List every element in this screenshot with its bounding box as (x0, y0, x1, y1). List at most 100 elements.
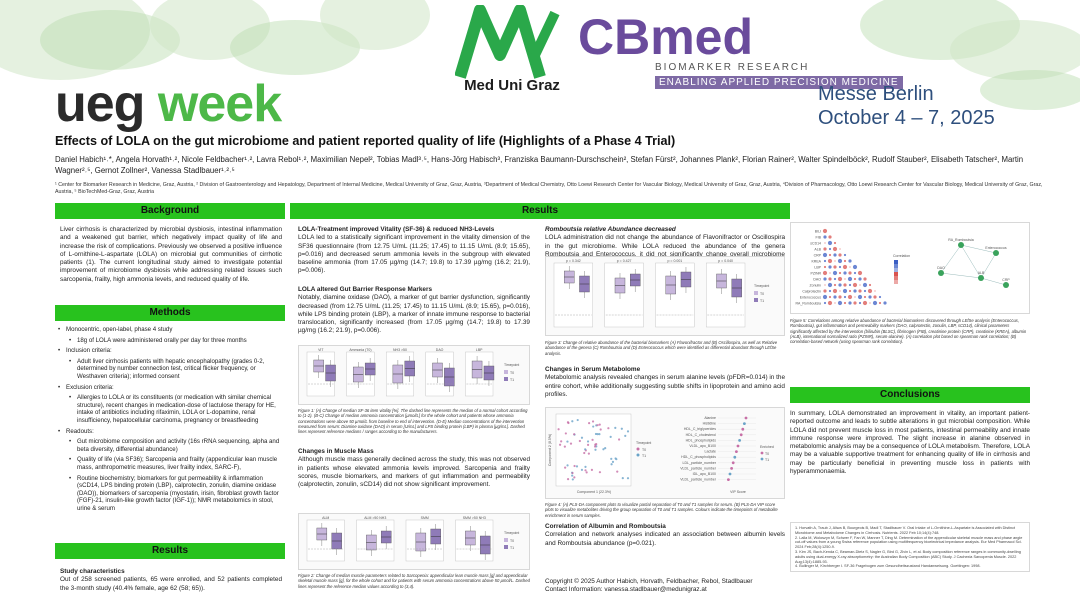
network-node-label: ALB (978, 271, 985, 275)
scatter-point (584, 448, 587, 451)
legend-swatch-t0 (636, 447, 640, 451)
scatter-point (573, 476, 576, 479)
legend-swatch-t1 (636, 453, 640, 457)
panel-label: p = 0.040 (718, 259, 733, 263)
corr-cell (827, 300, 833, 306)
legend-swatch-t1 (504, 545, 508, 549)
scatter-point (578, 439, 581, 443)
corr-cell (843, 283, 847, 287)
scatter-point (616, 470, 619, 473)
scatter-point (596, 424, 599, 427)
study-characteristics: Study characteristics Out of 258 screene… (60, 568, 282, 593)
legend-t0: T0 (510, 539, 514, 543)
corr-cell (839, 290, 841, 292)
legend-t0: T0 (510, 371, 514, 375)
corr-cell (843, 253, 847, 257)
enriched-t1: T1 (765, 458, 769, 462)
vip-label: IDL_apo_B100 (693, 472, 716, 476)
scatter-point (590, 468, 594, 471)
scatter-point (591, 438, 594, 441)
network-edge (940, 272, 982, 279)
corr-row-label: BILI (815, 230, 821, 234)
figure-2-boxplots: ALM ALM >50 NH3 SMM SMM >50 NH3 Timepoint T0 T… (306, 516, 519, 562)
corr-cell (822, 294, 828, 300)
corr-row-label: FIB (816, 236, 822, 240)
scatter-point (599, 428, 602, 431)
corr-legend-swatch (894, 260, 898, 264)
corr-cell (843, 295, 847, 299)
network-node (958, 242, 964, 248)
corr-cell (822, 270, 828, 276)
vip-point (741, 427, 745, 431)
corr-cell (862, 300, 868, 306)
corr-cell (853, 301, 857, 305)
romboutsia-heading: Romboutsia relative Abundance decreased (545, 226, 676, 233)
corr-cell (873, 295, 877, 299)
corr-cell (852, 264, 858, 270)
legend-swatch-t1 (504, 377, 508, 381)
scatter-point (596, 433, 599, 436)
scatter-point (617, 438, 621, 441)
scatter-point (566, 478, 570, 481)
corr-cell (823, 247, 827, 251)
event-dates: October 4 – 7, 2025 (818, 107, 995, 129)
figure-5-caption: Figure 5: Correlations among relative ab… (790, 318, 1027, 345)
scatter-point (580, 436, 584, 439)
corr-cell (823, 235, 827, 239)
corr-cell (824, 242, 826, 244)
corr-cell (838, 271, 842, 275)
corr-cell (832, 270, 838, 276)
methods-item: Adult liver cirrhosis patients with hepa… (57, 358, 285, 381)
corr-row-label: RA_Romboutsia (796, 302, 822, 306)
corr-legend-swatch (894, 280, 898, 284)
legend-swatch-t0 (504, 538, 508, 542)
corr-legend-swatch (894, 268, 898, 272)
figure-2: ALM ALM >50 NH3 SMM SMM >50 NH3 Timepoint T0 T… (298, 513, 530, 570)
scatter-point (573, 433, 576, 436)
conclusions-header: Conclusions (790, 387, 1030, 403)
vitality-text: LOLA led to a statistically significant … (298, 234, 530, 275)
methods-item: Routine biochemistry; biomarkers for gut… (57, 475, 285, 513)
scatter-point (595, 443, 598, 446)
scatter-point (624, 434, 627, 437)
corr-cell (827, 240, 833, 246)
figure-1-caption: Figure 1: (A) Change of median SF-36 ite… (298, 408, 528, 435)
figure-3: p = 0.342 p = 0.427 p = 0.001 p = 0.040 Time… (545, 256, 785, 336)
vip-point (739, 433, 743, 437)
scatter-point (584, 465, 587, 468)
corr-cell (857, 294, 863, 300)
results-albumin-section: Correlation of Albumin and Romboutsia Co… (545, 523, 785, 548)
panel-frame (604, 262, 644, 328)
scatter-point (566, 421, 570, 424)
enriched-swatch-t1 (760, 457, 764, 461)
results-gutbarrier-section: LOLA altered Gut Barrier Response Marker… (298, 286, 530, 336)
corr-cell (824, 284, 826, 286)
corr-cell (878, 301, 882, 305)
scatter-point (557, 428, 560, 431)
methods-header: Methods (55, 305, 285, 321)
scatter-point (610, 463, 613, 466)
corr-cell (827, 258, 833, 264)
corr-cell (844, 278, 846, 280)
meduni-graz-logo-icon (455, 5, 560, 79)
corr-row-label: Calprotectin (802, 290, 821, 294)
muscle-text: Although muscle mass generally declined … (298, 456, 530, 489)
corr-cell (823, 301, 827, 305)
vip-label: HDL_phospholipids (686, 438, 717, 442)
results-left-header: Results (55, 543, 285, 559)
corr-row-label: ALB (814, 248, 821, 252)
references-box: 1. Horvath A, Traub J, Aliwa B, Bourgeoi… (790, 522, 1030, 572)
vip-point (730, 467, 733, 470)
corr-cell (854, 296, 856, 298)
corr-cell (822, 228, 828, 234)
scatter-point (593, 445, 597, 448)
scatter-point (584, 469, 587, 472)
vip-label: Lactate (705, 450, 717, 454)
scatter-point (598, 433, 601, 436)
cbmed-logo: CBmed (578, 9, 754, 65)
scatter-point (583, 451, 586, 455)
legend-title: Timepoint (504, 531, 519, 535)
legend-swatch-t0 (504, 370, 508, 374)
vip-label: Alanine (704, 416, 716, 420)
scatter-point (585, 471, 588, 474)
